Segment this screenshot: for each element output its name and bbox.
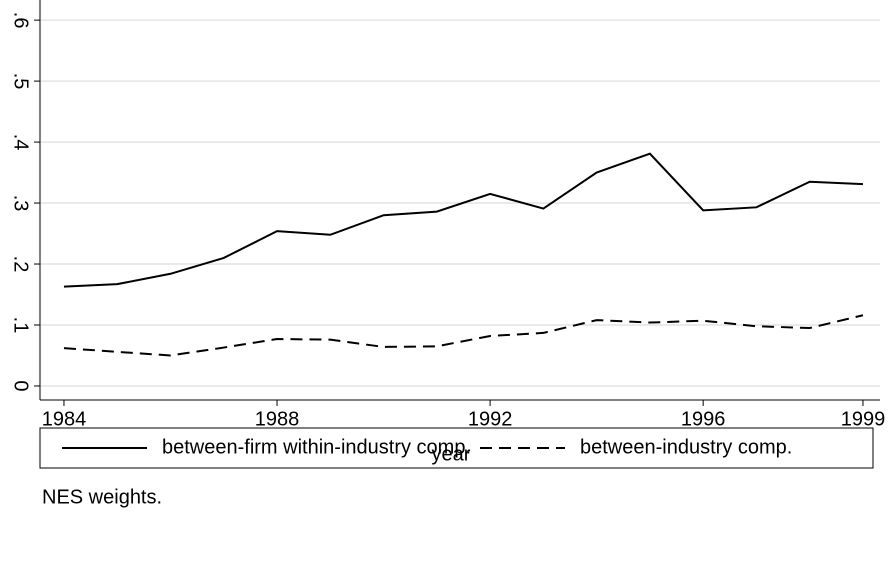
- series-line: [63, 152, 864, 288]
- y-tick-label: .4: [10, 134, 32, 151]
- plot-area: [40, 0, 880, 400]
- x-tick-label: 1999: [841, 408, 886, 430]
- y-tick-label: .5: [10, 73, 32, 90]
- series-line: [63, 314, 864, 357]
- y-tick-label: .1: [10, 317, 32, 334]
- note: NES weights.: [42, 486, 162, 508]
- x-axis-label: year: [432, 443, 471, 465]
- y-tick-label: .3: [10, 195, 32, 212]
- x-tick-label: 1996: [681, 408, 726, 430]
- x-tick-label: 1988: [255, 408, 300, 430]
- legend-box: [39, 427, 874, 469]
- legend-label: between-firm within-industry comp.: [162, 436, 471, 458]
- x-tick-label: 1992: [468, 408, 513, 430]
- x-tick-label: 1984: [42, 408, 87, 430]
- y-tick-label: 0: [10, 380, 32, 391]
- legend-label: between-industry comp.: [580, 436, 792, 458]
- y-tick-label: .6: [10, 12, 32, 29]
- y-tick-label: .2: [10, 256, 32, 273]
